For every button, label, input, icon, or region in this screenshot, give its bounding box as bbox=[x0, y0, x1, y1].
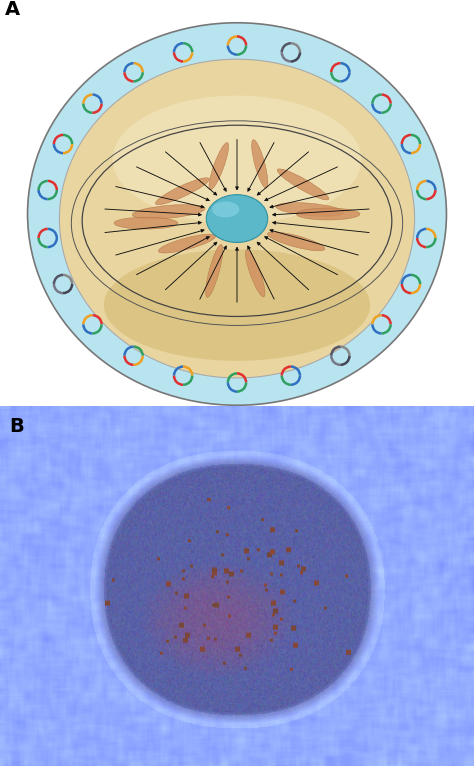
Text: A: A bbox=[5, 0, 20, 19]
Ellipse shape bbox=[59, 59, 415, 378]
Ellipse shape bbox=[246, 250, 265, 296]
Ellipse shape bbox=[209, 142, 228, 190]
Ellipse shape bbox=[27, 23, 447, 405]
Ellipse shape bbox=[132, 205, 205, 219]
Ellipse shape bbox=[114, 218, 178, 229]
Ellipse shape bbox=[267, 232, 325, 250]
Ellipse shape bbox=[252, 139, 268, 188]
Ellipse shape bbox=[104, 249, 370, 361]
Ellipse shape bbox=[113, 96, 361, 223]
Ellipse shape bbox=[296, 208, 360, 220]
Ellipse shape bbox=[206, 195, 268, 243]
Ellipse shape bbox=[276, 203, 344, 216]
Ellipse shape bbox=[206, 244, 223, 297]
Text: B: B bbox=[9, 417, 24, 436]
Ellipse shape bbox=[158, 234, 216, 253]
Ellipse shape bbox=[155, 178, 210, 205]
Ellipse shape bbox=[277, 169, 329, 200]
Ellipse shape bbox=[212, 201, 239, 218]
